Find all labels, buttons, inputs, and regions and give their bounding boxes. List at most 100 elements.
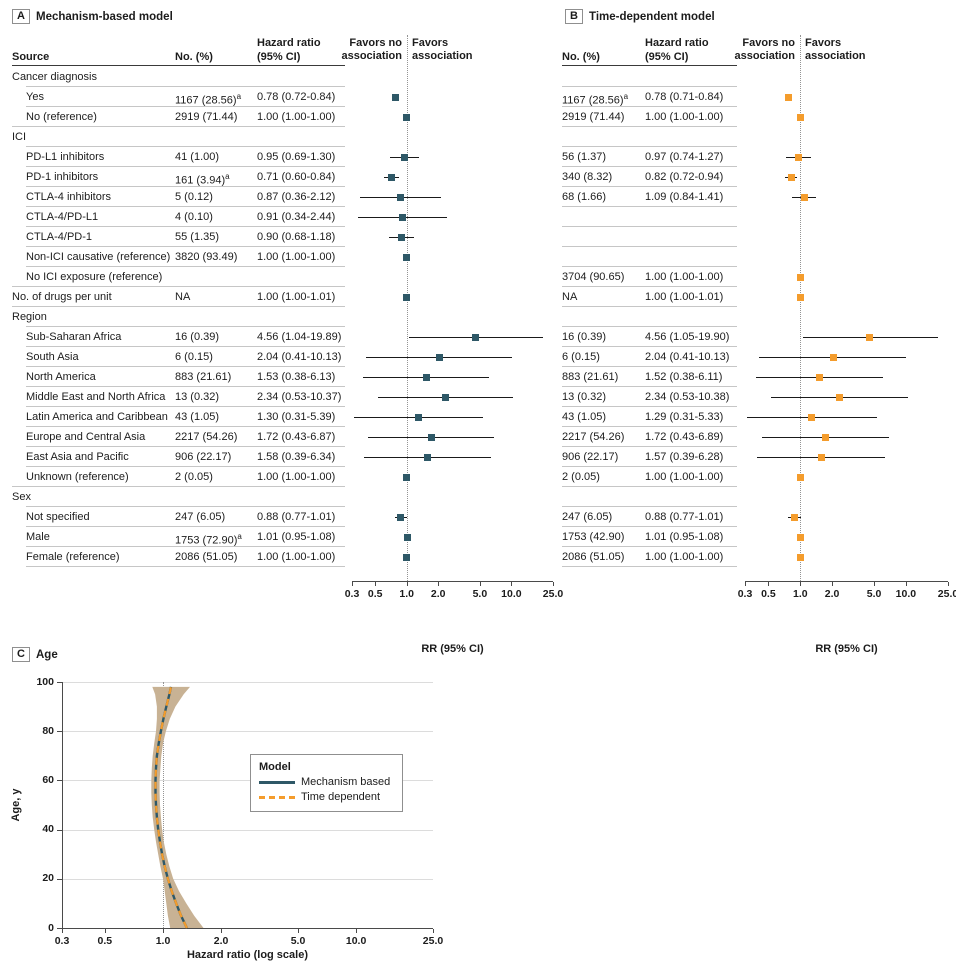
col-header-hr-line2-b: (95% CI) (645, 51, 689, 63)
col-hr-value: 0.87 (0.36-2.12) (257, 191, 336, 203)
row-divider (26, 226, 345, 227)
point-estimate-marker (424, 453, 431, 461)
row-divider (26, 146, 345, 147)
col-hr-value: 0.90 (0.68-1.18) (257, 231, 336, 243)
col-no-value: 56 (1.37) (562, 151, 607, 163)
x-axis-tick (479, 582, 481, 586)
table-row: 13 (0.32) 2.34 (0.53-10.38) (562, 387, 737, 407)
y-axis-tick-label: 40 (42, 823, 54, 836)
x-axis-tick-c (104, 929, 106, 933)
col-hr-value: 2.04 (0.41-10.13) (257, 351, 342, 363)
x-axis-tick-label: 0.5 (367, 588, 383, 600)
point-estimate-marker (800, 193, 808, 201)
gridline (62, 731, 433, 733)
x-axis-tick-c (163, 929, 164, 933)
col-hr-value: 0.95 (0.69-1.30) (257, 151, 336, 163)
table-row: PD-L1 inhibitors 41 (1.00) 0.95 (0.69-1.30… (12, 147, 345, 167)
col-no-value: 1753 (72.90)a (175, 532, 242, 547)
x-axis-tick-label-c: 5.0 (290, 935, 306, 947)
col-no-value: 2919 (71.44) (562, 111, 625, 123)
table-row: 16 (0.39) 4.56 (1.05-19.90) (562, 327, 737, 347)
gridline (62, 878, 433, 880)
table-row: Non-ICI causative (reference) 3820 (93.49… (12, 247, 345, 267)
favors-line1-b: Favors (805, 37, 842, 49)
col-hr-value: 0.78 (0.71-0.84) (645, 91, 724, 103)
point-estimate-marker (795, 153, 803, 161)
x-axis-tick-label: 25.0 (542, 588, 564, 600)
col-hr-value: 1.00 (1.00-1.00) (645, 551, 724, 563)
favors-line1: Favors (412, 37, 449, 49)
col-no-value: 6 (0.15) (175, 351, 213, 363)
table-row (562, 207, 737, 227)
col-hr-value: 1.00 (1.00-1.01) (257, 291, 336, 303)
row-divider (562, 266, 737, 267)
point-estimate-marker (403, 473, 411, 481)
col-hr-value: 1.00 (1.00-1.01) (645, 291, 724, 303)
col-hr-value: 0.88 (0.77-1.01) (257, 511, 336, 523)
col-header-hr-line1: Hazard ratio (257, 37, 321, 49)
forest-plot-a: 0.3 0.5 1.0 2.0 5.0 10.0 25.0 (345, 35, 563, 655)
row-label: PD-1 inhibitors (26, 171, 99, 183)
col-hr-value: 1.09 (0.84-1.41) (645, 191, 724, 203)
table-row: 1753 (42.90) 1.01 (0.95-1.08) (562, 527, 737, 547)
table-row: No ICI exposure (reference) (12, 267, 345, 287)
row-label: ICI (12, 131, 27, 143)
col-no-value: 883 (21.61) (562, 371, 619, 383)
y-axis-tick-label: 20 (42, 872, 54, 885)
row-divider (562, 566, 737, 567)
point-estimate-marker (787, 173, 795, 181)
point-estimate-marker (796, 473, 804, 481)
x-axis-tick (768, 582, 770, 586)
x-axis-tick (438, 582, 440, 586)
point-estimate-marker (396, 193, 404, 201)
col-no-value: 2217 (54.26) (175, 431, 238, 443)
row-divider (562, 466, 737, 467)
col-no-value: 55 (1.35) (175, 231, 220, 243)
y-axis-tick (57, 731, 62, 733)
col-no-value: 16 (0.39) (175, 331, 220, 343)
x-axis-tick (375, 582, 377, 586)
table-row: Latin America and Caribbean 43 (1.05) 1.30… (12, 407, 345, 427)
col-no-value: 1167 (28.56)a (175, 92, 242, 107)
col-no-value: 68 (1.66) (562, 191, 607, 203)
gridline (62, 829, 433, 831)
row-divider (26, 506, 345, 507)
forest-table-a: Cancer diagnosis Yes 1167 (28.56)a 0.78 (0.… (12, 67, 345, 567)
row-label: Cancer diagnosis (12, 71, 97, 83)
table-row: Europe and Central Asia 2217 (54.26) 1.72 … (12, 427, 345, 447)
col-no-value: 3704 (90.65) (562, 271, 625, 283)
x-axis-line (352, 581, 553, 582)
col-no-value: 161 (3.94)a (175, 172, 230, 187)
point-estimate-marker (796, 553, 804, 561)
row-divider (12, 306, 345, 307)
row-divider (26, 466, 345, 467)
row-divider (562, 306, 737, 307)
y-axis-tick (57, 829, 62, 831)
table-row: 340 (8.32) 0.82 (0.72-0.94) (562, 167, 737, 187)
x-axis-tick-label: 5.0 (472, 588, 488, 600)
table-row: 883 (21.61) 1.52 (0.38-6.11) (562, 367, 737, 387)
table-row: NA 1.00 (1.00-1.01) (562, 287, 737, 307)
point-estimate-marker (816, 373, 823, 381)
legend-title: Model (259, 761, 291, 773)
panel-c-tag: C (12, 647, 30, 662)
row-label: Sex (12, 491, 31, 503)
table-row (562, 487, 737, 507)
row-divider (562, 346, 737, 347)
col-hr-value: 0.91 (0.34-2.44) (257, 211, 336, 223)
x-axis-tick (553, 582, 554, 586)
y-axis-tick-label: 80 (42, 724, 54, 737)
legend-label-mechanism: Mechanism based (301, 776, 391, 788)
favors-line2: association (412, 50, 473, 62)
forest-table-b: 1167 (28.56)a 0.78 (0.71-0.84) 2919 (71.44… (562, 67, 737, 567)
x-axis-tick (905, 582, 907, 586)
row-label: CTLA-4/PD-1 (26, 231, 93, 243)
row-divider (26, 406, 345, 407)
y-axis-tick-label: 0 (48, 921, 54, 934)
x-axis-label-c: Hazard ratio (log scale) (186, 949, 309, 961)
col-no-value: NA (175, 291, 191, 303)
y-axis-tick (57, 878, 62, 880)
col-hr-value: 1.00 (1.00-1.00) (257, 111, 336, 123)
x-axis-line (745, 581, 948, 582)
row-divider (562, 386, 737, 387)
